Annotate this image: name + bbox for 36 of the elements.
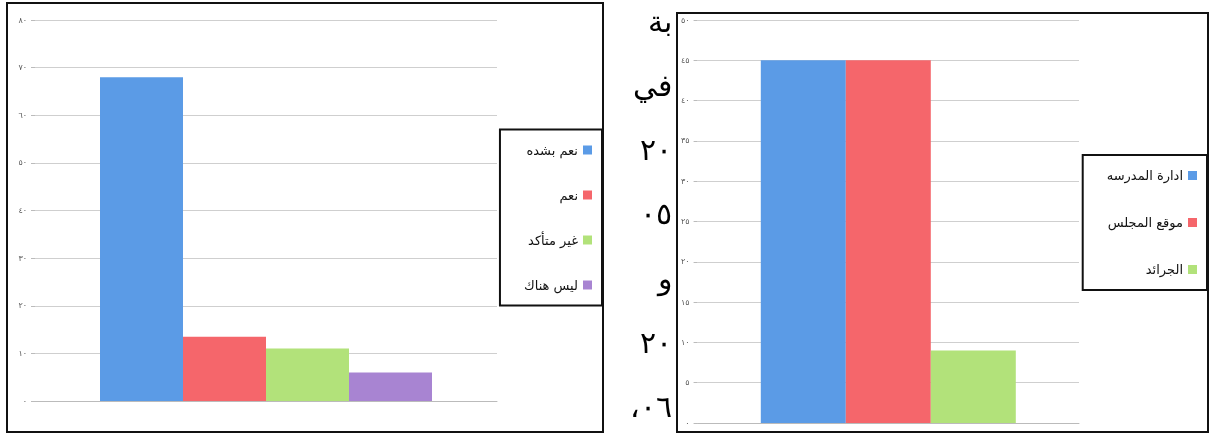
text: و <box>658 259 672 299</box>
y-tick-label: ٧٠ <box>18 63 27 73</box>
y-tick-label: ٢٠ <box>18 301 27 311</box>
legend-label: ليس هناك <box>523 277 578 294</box>
text: في <box>633 67 672 106</box>
text: بة <box>648 3 672 41</box>
legend-label: موقع المجلس <box>1107 215 1183 231</box>
bar <box>349 372 432 401</box>
y-tick-label: ٥٠ <box>681 15 690 25</box>
y-tick-label: ٦٠ <box>18 110 27 120</box>
y-tick-label: ٤٥ <box>681 55 690 65</box>
y-tick-label: ٢٠ <box>681 257 690 267</box>
legend-label: نعم <box>559 187 578 204</box>
y-tick-label: ٤٠ <box>681 96 690 106</box>
text: ٠٦، <box>630 387 672 426</box>
legend-label: غير متأكد <box>528 230 579 249</box>
bar <box>100 77 183 401</box>
y-tick-label: ٨٠ <box>18 15 27 25</box>
y-tick-label: ٠ <box>685 418 690 428</box>
bar <box>183 336 266 401</box>
legend-label: ادارة المدرسه <box>1106 168 1183 184</box>
bar <box>266 348 349 401</box>
y-tick-label: ١٠ <box>18 348 27 358</box>
legend-label: نعم بشده <box>526 142 578 159</box>
y-tick-label: ٣٥ <box>681 136 690 146</box>
legend-label: الجرائد <box>1145 262 1183 278</box>
y-tick-label: ٣٠ <box>18 253 27 263</box>
y-tick-label: ٠ <box>22 396 27 406</box>
y-tick-label: ١٠ <box>681 337 690 347</box>
text: ٠٥ <box>640 195 672 234</box>
y-tick-label: ١٥ <box>681 297 690 307</box>
y-tick-label: ٥٠ <box>18 158 27 168</box>
y-tick-label: ٤٠ <box>18 206 27 215</box>
y-tick-label: ٣٠ <box>681 176 690 186</box>
y-tick-label: ٥ <box>685 378 690 388</box>
y-tick-label: ٢٥ <box>681 217 690 226</box>
